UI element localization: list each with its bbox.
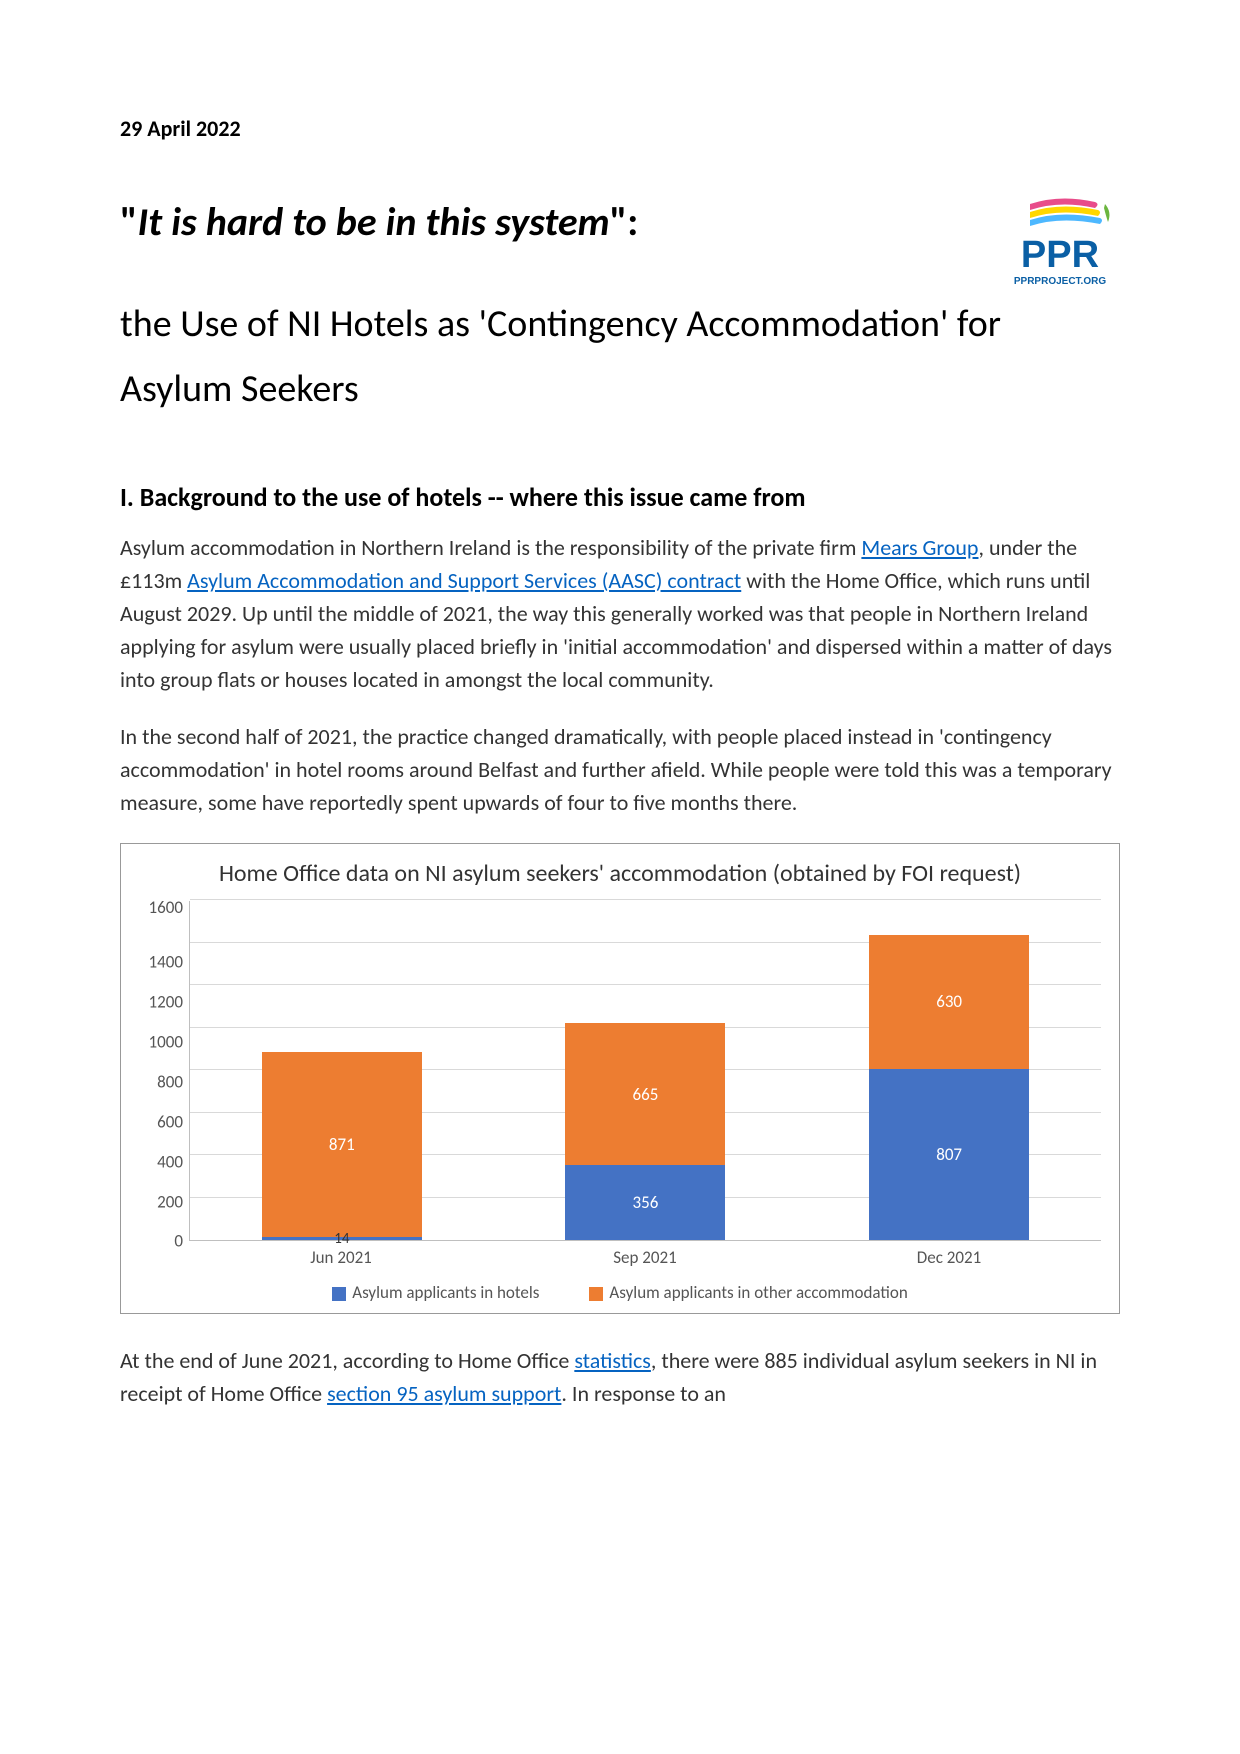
grid-line bbox=[190, 899, 1101, 900]
link-section-95[interactable]: section 95 asylum support bbox=[327, 1380, 561, 1407]
legend-swatch bbox=[332, 1287, 346, 1301]
paragraph-2: In the second half of 2021, the practice… bbox=[120, 720, 1120, 819]
y-tick-label: 1200 bbox=[149, 992, 183, 1013]
document-date: 29 April 2022 bbox=[120, 115, 1120, 142]
p3-text-3: . In response to an bbox=[561, 1380, 726, 1407]
bar-segment-other: 630 bbox=[869, 935, 1029, 1069]
p3-text-1: At the end of June 2021, according to Ho… bbox=[120, 1347, 574, 1374]
p1-text-1: Asylum accommodation in Northern Ireland… bbox=[120, 534, 861, 561]
paragraph-3: At the end of June 2021, according to Ho… bbox=[120, 1344, 1120, 1410]
bar-group: 87114 bbox=[262, 1052, 422, 1240]
legend-label: Asylum applicants in other accommodation bbox=[609, 1282, 907, 1303]
x-tick-label: Jun 2021 bbox=[261, 1247, 421, 1268]
paragraph-1: Asylum accommodation in Northern Ireland… bbox=[120, 531, 1120, 696]
title-italic: It is hard to be in this system bbox=[138, 197, 610, 246]
y-tick-label: 400 bbox=[157, 1151, 183, 1172]
title-block: "It is hard to be in this system": bbox=[120, 192, 980, 260]
svg-text:PPRPROJECT.ORG: PPRPROJECT.ORG bbox=[1014, 276, 1106, 287]
chart-title: Home Office data on NI asylum seekers' a… bbox=[139, 858, 1101, 889]
bar-segment-hotels: 14 bbox=[262, 1237, 422, 1240]
legend-item: Asylum applicants in hotels bbox=[332, 1282, 539, 1303]
document-subtitle: the Use of NI Hotels as 'Contingency Acc… bbox=[120, 292, 1120, 421]
chart-container: Home Office data on NI asylum seekers' a… bbox=[120, 843, 1120, 1314]
title-quote-close: ": bbox=[610, 197, 639, 246]
bar-group: 665356 bbox=[565, 1023, 725, 1240]
y-tick-label: 1600 bbox=[149, 897, 183, 918]
x-tick-label: Dec 2021 bbox=[869, 1247, 1029, 1268]
link-aasc-contract[interactable]: Asylum Accommodation and Support Service… bbox=[187, 567, 741, 594]
svg-text:PPR: PPR bbox=[1021, 234, 1099, 276]
legend-swatch bbox=[589, 1287, 603, 1301]
bar-segment-hotels: 356 bbox=[565, 1165, 725, 1241]
y-tick-label: 1000 bbox=[149, 1032, 183, 1053]
x-tick-label: Sep 2021 bbox=[565, 1247, 725, 1268]
y-tick-label: 800 bbox=[157, 1071, 183, 1092]
chart-y-axis: 16001400120010008006004002000 bbox=[139, 901, 189, 1241]
bar-segment-other: 665 bbox=[565, 1023, 725, 1164]
y-tick-label: 1400 bbox=[149, 952, 183, 973]
header-row: "It is hard to be in this system": PPR P… bbox=[120, 192, 1120, 292]
bar-group: 630807 bbox=[869, 935, 1029, 1240]
title-quote-open: " bbox=[120, 197, 138, 246]
legend-item: Asylum applicants in other accommodation bbox=[589, 1282, 907, 1303]
legend-label: Asylum applicants in hotels bbox=[352, 1282, 539, 1303]
chart-plot-row: 16001400120010008006004002000 8711466535… bbox=[139, 901, 1101, 1241]
y-tick-label: 200 bbox=[157, 1191, 183, 1212]
chart-legend: Asylum applicants in hotels Asylum applic… bbox=[139, 1282, 1101, 1303]
link-statistics[interactable]: statistics bbox=[574, 1347, 651, 1374]
document-title: "It is hard to be in this system": bbox=[120, 192, 980, 252]
chart-plot-area: 87114 665356 630807 bbox=[189, 901, 1101, 1241]
chart-x-axis: Jun 2021 Sep 2021 Dec 2021 bbox=[189, 1241, 1101, 1268]
bar-segment-other: 871 bbox=[262, 1052, 422, 1237]
bar-segment-hotels: 807 bbox=[869, 1069, 1029, 1240]
y-tick-label: 600 bbox=[157, 1111, 183, 1132]
link-mears-group[interactable]: Mears Group bbox=[861, 534, 978, 561]
section-heading-1: I. Background to the use of hotels -- wh… bbox=[120, 481, 1120, 513]
ppr-logo: PPR PPRPROJECT.ORG bbox=[1000, 192, 1120, 292]
y-tick-label: 0 bbox=[174, 1231, 183, 1252]
